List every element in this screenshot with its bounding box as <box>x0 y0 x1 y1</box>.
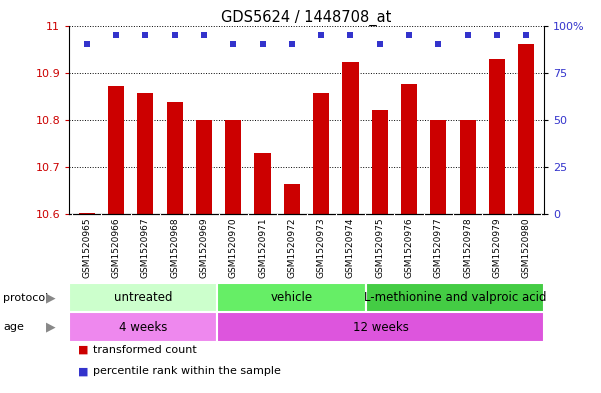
Text: GSM1520967: GSM1520967 <box>141 218 150 278</box>
Bar <box>108 86 124 214</box>
Text: GSM1520976: GSM1520976 <box>404 218 413 278</box>
Point <box>463 32 472 38</box>
Point <box>111 32 121 38</box>
Point <box>375 41 385 48</box>
Point <box>82 41 91 48</box>
Text: GDS5624 / 1448708_at: GDS5624 / 1448708_at <box>221 10 392 26</box>
Text: untreated: untreated <box>114 291 172 304</box>
Bar <box>460 120 476 214</box>
Bar <box>225 120 241 214</box>
Bar <box>372 110 388 214</box>
Point <box>492 32 502 38</box>
Text: L-methionine and valproic acid: L-methionine and valproic acid <box>364 291 546 304</box>
Bar <box>137 93 153 214</box>
Text: GSM1520966: GSM1520966 <box>112 218 121 278</box>
Bar <box>196 120 212 214</box>
Text: GSM1520972: GSM1520972 <box>287 218 296 278</box>
Bar <box>343 62 359 214</box>
Text: GSM1520973: GSM1520973 <box>317 218 326 278</box>
Point <box>522 32 531 38</box>
Bar <box>254 153 270 214</box>
Bar <box>366 283 544 312</box>
Bar <box>218 312 544 342</box>
Text: GSM1520971: GSM1520971 <box>258 218 267 278</box>
Bar <box>518 44 534 214</box>
Text: GSM1520980: GSM1520980 <box>522 218 531 278</box>
Bar <box>284 184 300 214</box>
Text: ■: ■ <box>78 366 88 376</box>
Text: protocol: protocol <box>3 293 48 303</box>
Text: GSM1520974: GSM1520974 <box>346 218 355 278</box>
Bar <box>313 93 329 214</box>
Bar <box>430 120 447 214</box>
Text: GSM1520975: GSM1520975 <box>375 218 384 278</box>
Text: GSM1520969: GSM1520969 <box>200 218 209 278</box>
Point <box>287 41 297 48</box>
Point <box>141 32 150 38</box>
Text: transformed count: transformed count <box>93 345 197 355</box>
Text: GSM1520968: GSM1520968 <box>170 218 179 278</box>
Text: ■: ■ <box>78 345 88 355</box>
Text: GSM1520979: GSM1520979 <box>492 218 501 278</box>
Point <box>316 32 326 38</box>
Text: vehicle: vehicle <box>270 291 313 304</box>
Point <box>258 41 267 48</box>
Point <box>170 32 180 38</box>
Text: ▶: ▶ <box>46 321 56 334</box>
Text: GSM1520977: GSM1520977 <box>434 218 443 278</box>
Text: GSM1520978: GSM1520978 <box>463 218 472 278</box>
Point <box>433 41 443 48</box>
Point <box>346 32 355 38</box>
Bar <box>489 59 505 214</box>
Point <box>199 32 209 38</box>
Text: 12 weeks: 12 weeks <box>353 321 409 334</box>
Text: age: age <box>3 322 24 332</box>
Bar <box>69 283 218 312</box>
Text: 4 weeks: 4 weeks <box>119 321 168 334</box>
Text: percentile rank within the sample: percentile rank within the sample <box>93 366 281 376</box>
Bar <box>401 84 417 214</box>
Point <box>404 32 414 38</box>
Text: GSM1520965: GSM1520965 <box>82 218 91 278</box>
Bar <box>166 102 183 214</box>
Bar <box>79 213 95 214</box>
Point <box>228 41 238 48</box>
Text: ▶: ▶ <box>46 291 56 304</box>
Text: GSM1520970: GSM1520970 <box>229 218 238 278</box>
Bar <box>69 312 218 342</box>
Bar <box>218 283 366 312</box>
